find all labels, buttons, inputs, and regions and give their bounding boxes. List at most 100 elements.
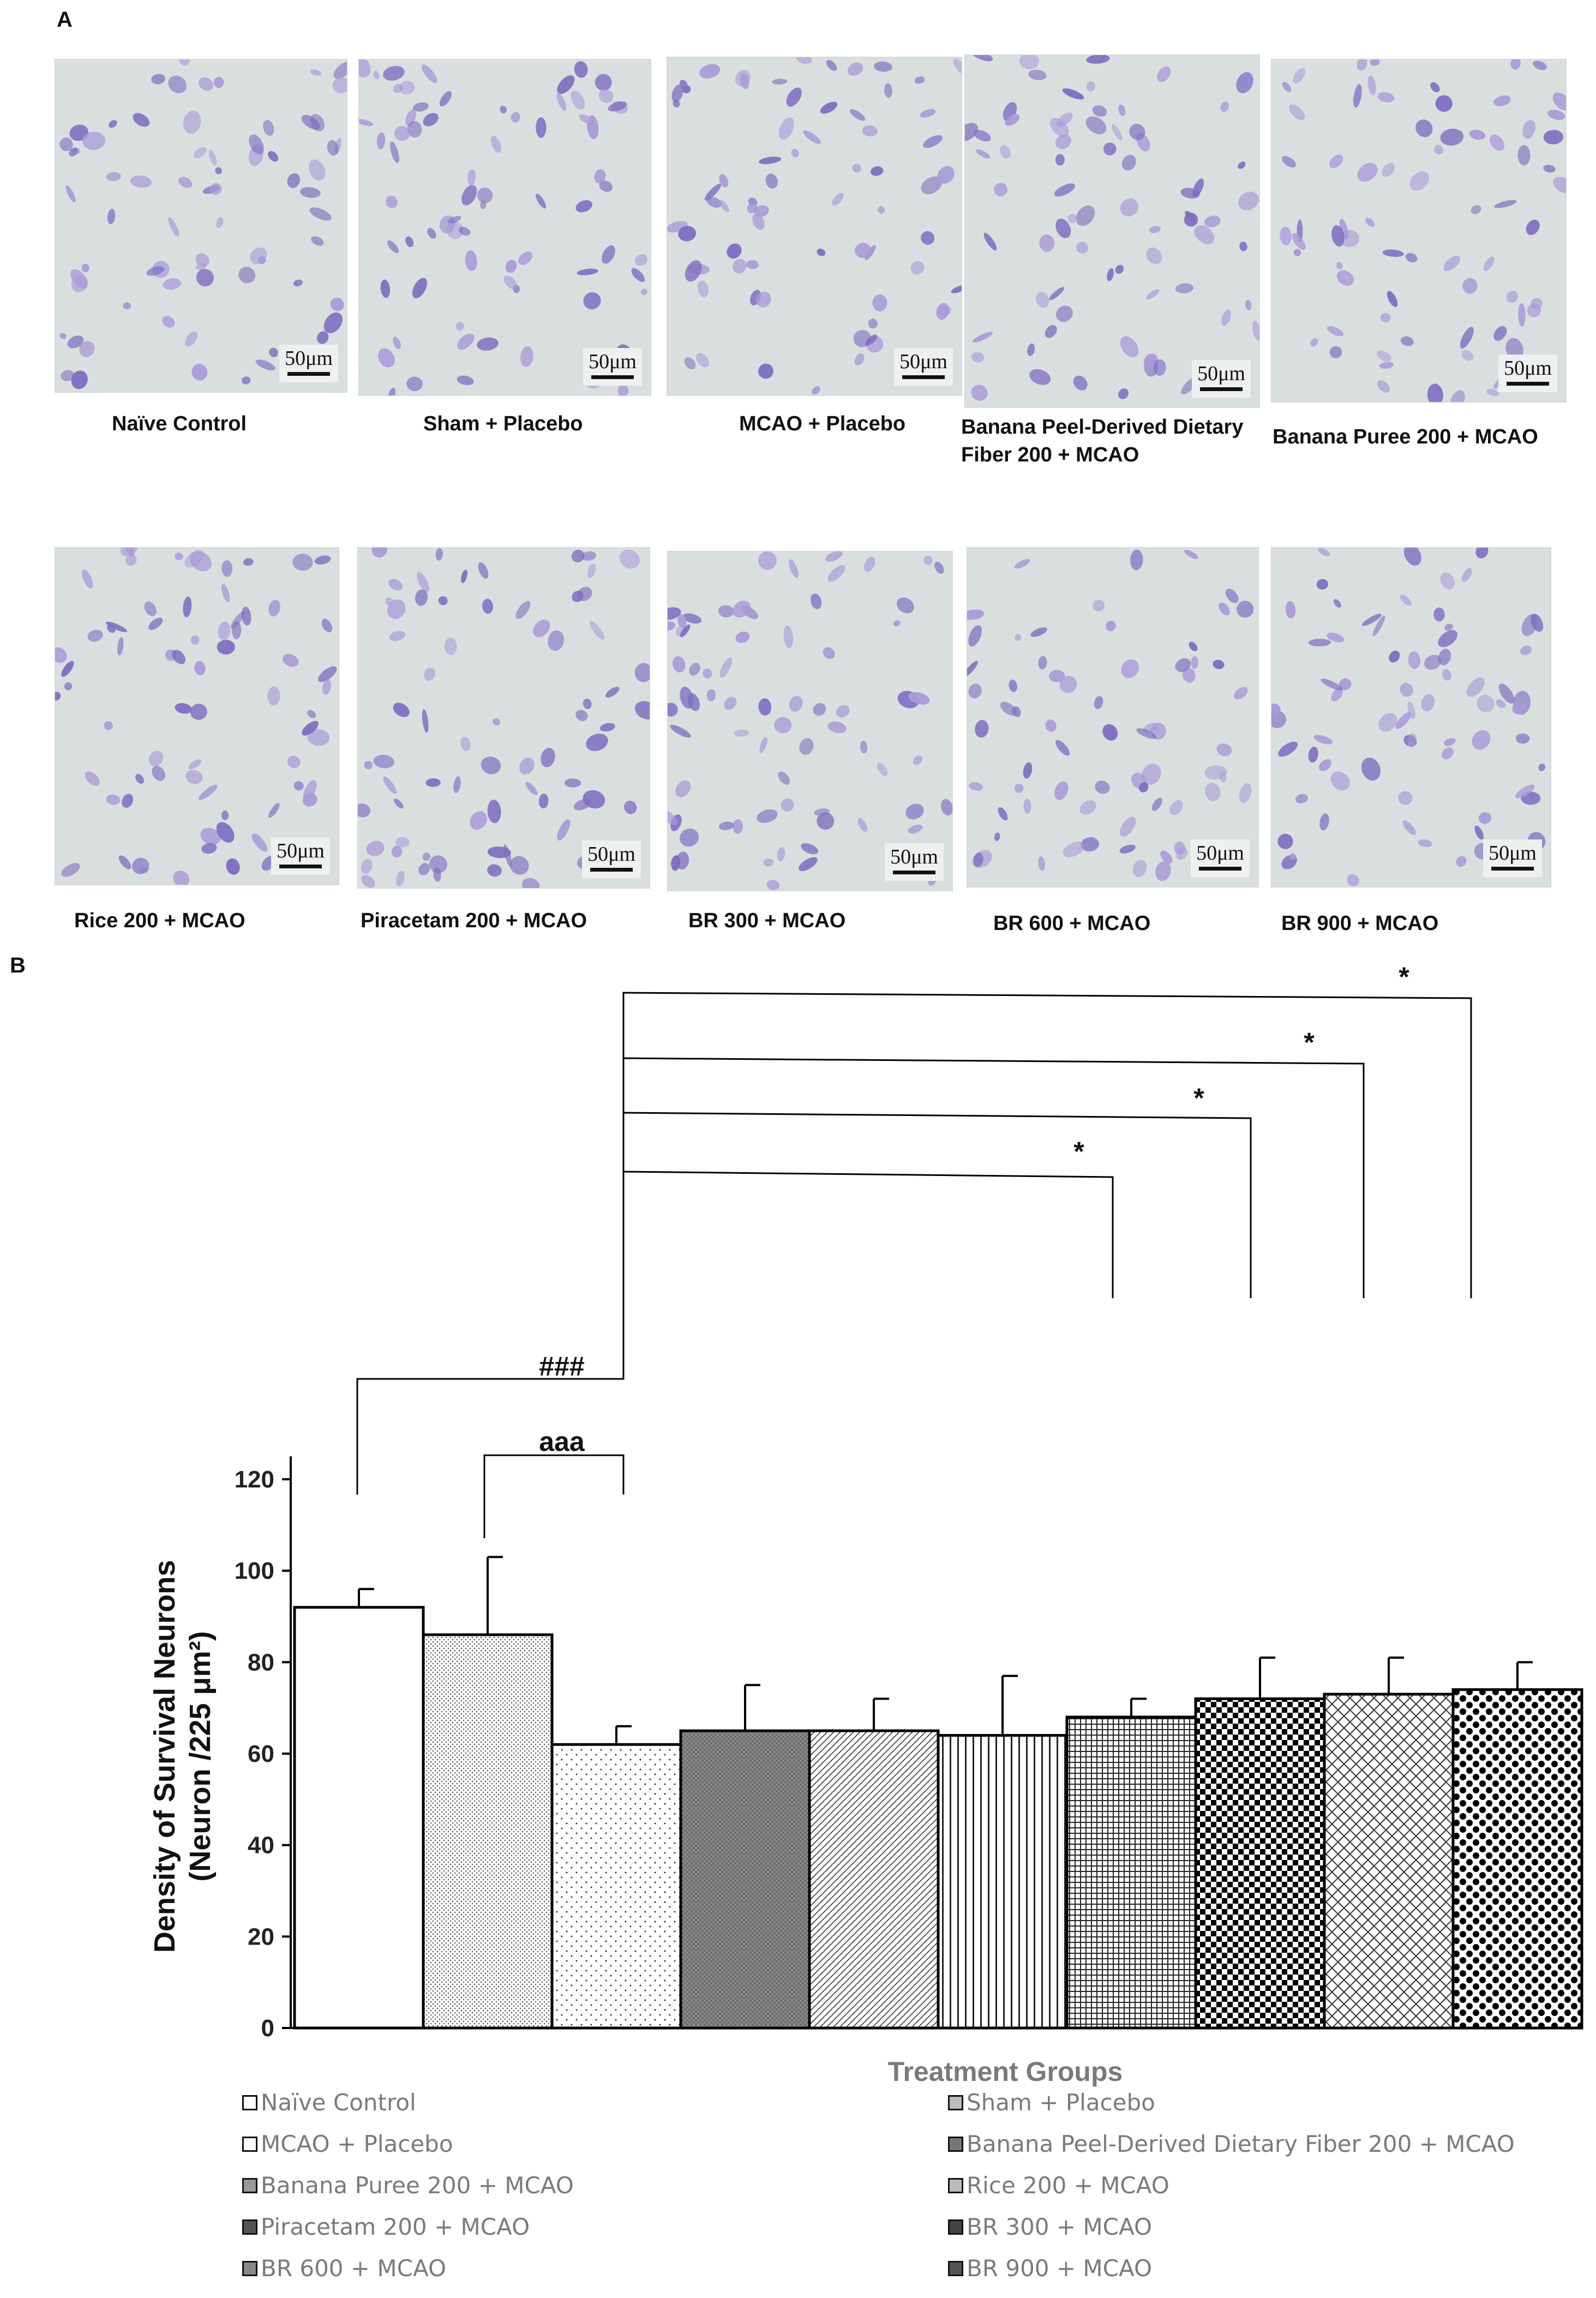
significance-label-3: * [1073, 1136, 1084, 1167]
micrograph-caption-6: Rice 200 + MCAO [74, 909, 245, 932]
legend-swatch-7 [242, 2219, 257, 2235]
bar-10 [1451, 1688, 1583, 2030]
micrograph-1: 50μm [55, 59, 347, 393]
scale-bar-line [1507, 382, 1550, 386]
scale-bar: 50μm [1483, 839, 1542, 877]
legend-item-7: Piracetam 200 + MCAO [242, 2213, 530, 2240]
significance-bracket-2 [483, 1454, 625, 1538]
legend-swatch-5 [242, 2177, 257, 2193]
micrograph-caption-2: Sham + Placebo [423, 412, 583, 435]
significance-label-2: aaa [539, 1426, 585, 1457]
y-tick-label: 60 [248, 1741, 274, 1767]
legend-swatch-1 [242, 2095, 257, 2110]
significance-label-1: ### [539, 1351, 584, 1382]
micrograph-6: 50μm [55, 547, 339, 885]
legend-label-8: BR 300 + MCAO [967, 2213, 1153, 2240]
bar-1 [293, 1606, 425, 2030]
legend-swatch-2 [948, 2095, 963, 2110]
panel-b-label: B [10, 953, 26, 977]
micrograph-caption-5: Banana Puree 200 + MCAO [1273, 425, 1538, 448]
scale-bar-line [1491, 867, 1534, 871]
legend-label-4: Banana Peel-Derived Dietary Fiber 200 + … [967, 2131, 1515, 2157]
significance-label-4: * [1193, 1083, 1204, 1113]
legend-label-6: Rice 200 + MCAO [967, 2172, 1169, 2199]
significance-bracket-1 [356, 1355, 625, 1495]
scale-bar-label: 50μm [899, 350, 947, 373]
x-axis-title: Treatment Groups [888, 2056, 1123, 2087]
scale-bar-label: 50μm [587, 843, 635, 866]
scale-bar: 50μm [1498, 355, 1557, 392]
micrograph-3: 50μm [667, 57, 962, 396]
micrograph-caption-9: BR 600 + MCAO [993, 912, 1151, 935]
micrograph-10: 50μm [1271, 547, 1551, 887]
legend-label-5: Banana Puree 200 + MCAO [261, 2172, 574, 2199]
legend-item-6: Rice 200 + MCAO [948, 2172, 1169, 2199]
scale-bar-label: 50μm [1196, 842, 1244, 865]
scale-bar-label: 50μm [1197, 362, 1245, 385]
bar-5 [808, 1729, 940, 2030]
scale-bar-line [590, 868, 633, 872]
scale-bar-label: 50μm [285, 347, 333, 370]
micrograph-4: 50μm [964, 55, 1260, 408]
micrograph-7: 50μm [357, 547, 650, 889]
scale-bar: 50μm [1191, 839, 1250, 877]
legend-label-7: Piracetam 200 + MCAO [261, 2213, 530, 2240]
micrograph-2: 50μm [358, 59, 651, 396]
significance-label-6: * [1399, 962, 1409, 992]
legend-label-10: BR 900 + MCAO [967, 2255, 1153, 2282]
bar-6 [937, 1733, 1069, 2030]
scale-bar-line [287, 372, 331, 376]
legend-label-3: MCAO + Placebo [261, 2131, 453, 2157]
bar-4 [679, 1729, 811, 2030]
micrograph-caption-3: MCAO + Placebo [739, 412, 906, 435]
legend-swatch-10 [948, 2260, 963, 2276]
significance-label-5: * [1304, 1027, 1315, 1058]
y-tick-label: 40 [248, 1832, 274, 1859]
bar-2 [422, 1633, 554, 2030]
legend-item-4: Banana Peel-Derived Dietary Fiber 200 + … [948, 2131, 1515, 2157]
scale-bar-line [591, 375, 634, 379]
scale-bar-line [1200, 387, 1243, 391]
legend-swatch-8 [948, 2219, 963, 2235]
legend-item-1: Naïve Control [242, 2089, 416, 2116]
significance-bracket-4 [622, 1112, 1252, 1355]
scale-bar: 50μm [271, 837, 330, 875]
micrograph-caption-7: Piracetam 200 + MCAO [361, 909, 587, 932]
scale-bar: 50μm [885, 843, 944, 881]
scale-bar-line [1199, 867, 1242, 871]
scale-bar-line [902, 375, 945, 379]
micrograph-caption-10: BR 900 + MCAO [1281, 912, 1439, 935]
scale-bar: 50μm [894, 348, 953, 386]
scale-bar-label: 50μm [589, 350, 637, 373]
scale-bar-label: 50μm [277, 839, 325, 862]
legend-swatch-4 [948, 2136, 963, 2152]
y-axis-title: Density of Survival Neurons [148, 1560, 181, 1953]
micrograph-caption-1: Naïve Control [112, 412, 247, 435]
micrograph-9: 50μm [967, 547, 1259, 887]
micrograph-8: 50μm [667, 551, 953, 891]
legend-item-5: Banana Puree 200 + MCAO [242, 2172, 574, 2199]
scale-bar-label: 50μm [890, 845, 938, 868]
scale-bar-line [893, 871, 936, 874]
y-tick-label: 80 [248, 1649, 274, 1676]
micrograph-caption-4: Banana Peel-Derived Dietary Fiber 200 + … [961, 416, 1244, 467]
legend-swatch-3 [242, 2136, 257, 2152]
y-tick-label: 100 [235, 1558, 274, 1585]
legend-swatch-9 [242, 2260, 257, 2276]
y-tick-label: 120 [235, 1466, 274, 1493]
scale-bar-line [279, 865, 322, 868]
legend-label-1: Naïve Control [261, 2089, 416, 2116]
scale-bar: 50μm [583, 348, 642, 386]
micrograph-caption-8: BR 300 + MCAO [688, 909, 846, 932]
panel-a-label: A [57, 8, 73, 32]
y-axis-title-units: (Neuron /225 μm²) [184, 1631, 217, 1881]
bar-8 [1194, 1697, 1326, 2030]
scale-bar: 50μm [279, 345, 338, 382]
y-tick-label: 20 [248, 1923, 274, 1950]
bar-7 [1065, 1715, 1197, 2030]
legend-item-2: Sham + Placebo [948, 2089, 1155, 2116]
significance-bracket-5 [622, 1057, 1365, 1355]
legend-item-9: BR 600 + MCAO [242, 2255, 446, 2282]
legend-item-3: MCAO + Placebo [242, 2131, 453, 2157]
